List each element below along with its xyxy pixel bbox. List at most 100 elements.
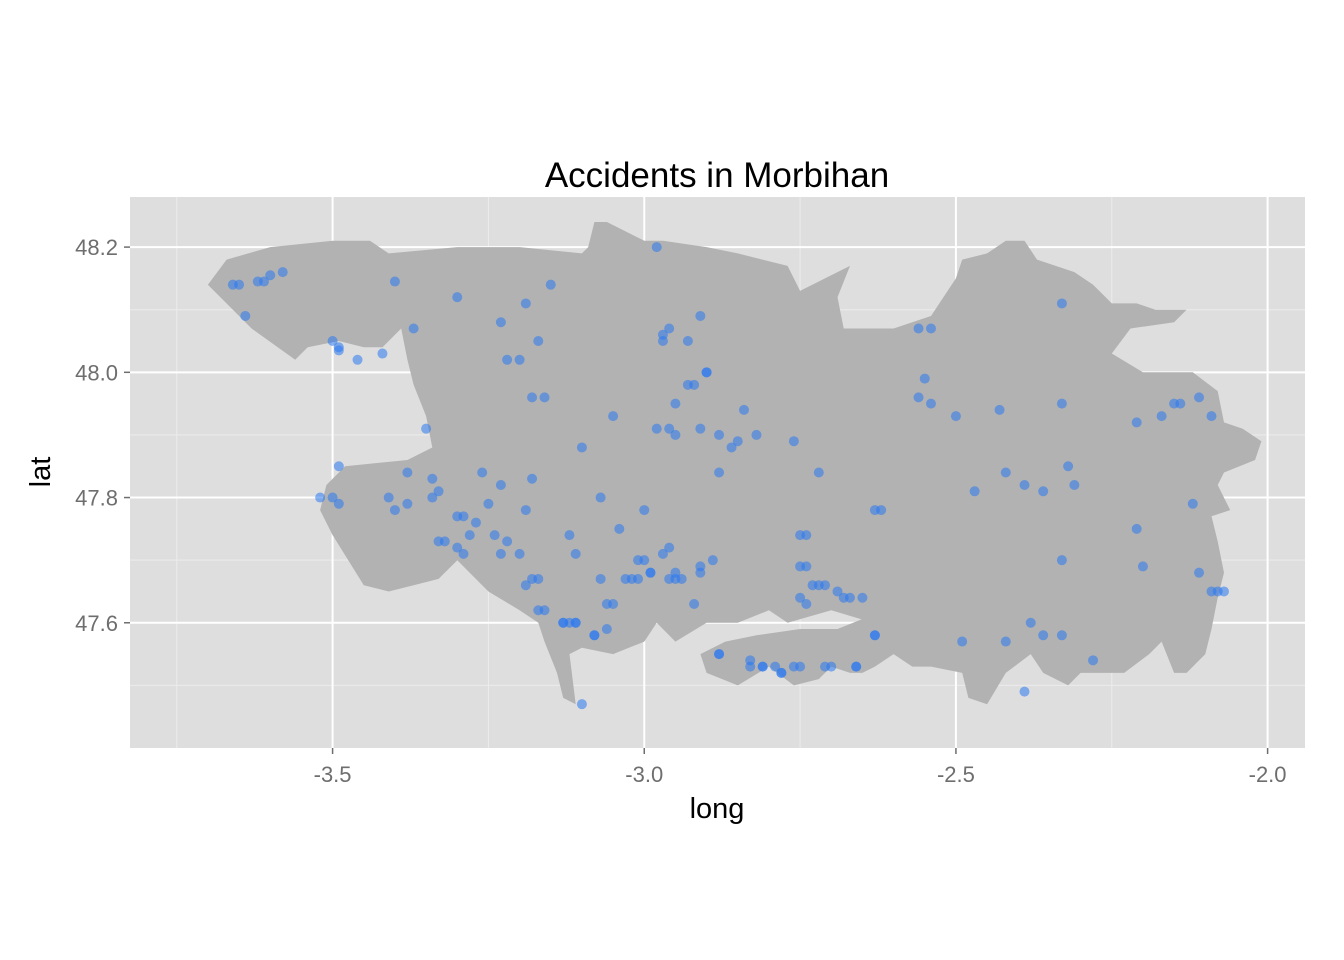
x-tick-label: -2.0 <box>1249 762 1287 787</box>
accident-point <box>813 580 824 591</box>
accident-point <box>695 310 706 321</box>
x-tick-label: -3.5 <box>314 762 352 787</box>
accident-point <box>664 573 675 584</box>
accident-point <box>876 505 887 516</box>
accident-point <box>1131 417 1142 428</box>
x-axis: -3.5 -3.0 -2.5 -2.0 <box>314 748 1287 787</box>
accident-point <box>1206 411 1217 422</box>
accident-point <box>608 411 619 422</box>
accident-point <box>589 630 600 641</box>
morbihan-region-shape <box>207 222 1262 705</box>
accident-point <box>495 480 506 491</box>
accident-point <box>776 667 787 678</box>
accident-point <box>969 486 980 497</box>
accident-point <box>651 423 662 434</box>
accident-point <box>751 429 762 440</box>
accident-point <box>389 505 400 516</box>
accident-point <box>408 323 419 334</box>
accident-point <box>576 699 587 710</box>
accident-point <box>489 530 500 541</box>
accident-point <box>333 345 344 356</box>
accident-point <box>1156 411 1167 422</box>
accident-point <box>738 404 749 415</box>
accident-point <box>1175 398 1186 409</box>
accident-point <box>495 548 506 559</box>
accident-point <box>919 373 930 384</box>
accident-points <box>227 242 1229 710</box>
y-tick-label: 47.8 <box>75 486 118 511</box>
accident-point <box>477 467 488 478</box>
x-tick-label: -3.0 <box>625 762 663 787</box>
accident-point <box>1131 523 1142 534</box>
accident-point <box>1019 480 1030 491</box>
accident-point <box>745 655 756 666</box>
accident-point <box>1056 630 1067 641</box>
accident-point <box>788 436 799 447</box>
accident-point <box>913 323 924 334</box>
accident-point <box>1194 392 1205 403</box>
accident-point <box>433 486 444 497</box>
accident-point <box>714 649 725 660</box>
accident-point <box>714 467 725 478</box>
accident-point <box>539 392 550 403</box>
accident-point <box>421 423 432 434</box>
accident-point <box>533 336 544 347</box>
accident-point <box>595 573 606 584</box>
accident-point <box>1056 398 1067 409</box>
accident-point <box>1000 636 1011 647</box>
accident-point <box>1063 461 1074 472</box>
accident-point <box>277 267 288 278</box>
x-tick-label: -2.5 <box>937 762 975 787</box>
accident-point <box>427 492 438 503</box>
accident-point <box>639 505 650 516</box>
accident-point <box>689 598 700 609</box>
accident-point <box>464 530 475 541</box>
accident-point <box>495 317 506 328</box>
accident-point <box>682 336 693 347</box>
accident-point <box>458 511 469 522</box>
accident-point <box>533 573 544 584</box>
accident-point <box>795 661 806 672</box>
accident-point <box>608 598 619 609</box>
accident-point <box>657 548 668 559</box>
accident-point <box>925 398 936 409</box>
accident-point <box>657 329 668 340</box>
accident-point <box>1000 467 1011 478</box>
y-tick-label: 48.2 <box>75 235 118 260</box>
accident-point <box>695 423 706 434</box>
accident-point <box>1056 298 1067 309</box>
accident-point <box>614 523 625 534</box>
accident-point <box>483 498 494 509</box>
accident-point <box>520 505 531 516</box>
accident-point <box>714 429 725 440</box>
accident-point <box>458 548 469 559</box>
accident-point <box>545 279 556 290</box>
accident-point <box>851 661 862 672</box>
accident-point <box>664 542 675 553</box>
accident-point <box>1194 567 1205 578</box>
accident-point <box>327 336 338 347</box>
accident-point <box>1137 561 1148 572</box>
accident-point <box>564 530 575 541</box>
accident-point <box>820 661 831 672</box>
y-axis-title: lat <box>25 457 57 488</box>
accident-point <box>633 555 644 566</box>
accident-point <box>1038 486 1049 497</box>
chart-title: Accidents in Morbihan <box>545 156 889 195</box>
accident-point <box>514 354 525 365</box>
accident-point <box>520 298 531 309</box>
accident-point <box>377 348 388 359</box>
accident-point <box>470 517 481 528</box>
accident-point <box>1019 686 1030 697</box>
accident-point <box>1088 655 1099 666</box>
accident-point <box>844 592 855 603</box>
accident-point <box>957 636 968 647</box>
accident-point <box>1038 630 1049 641</box>
accident-point <box>770 661 781 672</box>
accident-point <box>832 586 843 597</box>
accident-point <box>682 379 693 390</box>
accident-point <box>514 548 525 559</box>
accident-point <box>925 323 936 334</box>
accident-point <box>795 592 806 603</box>
